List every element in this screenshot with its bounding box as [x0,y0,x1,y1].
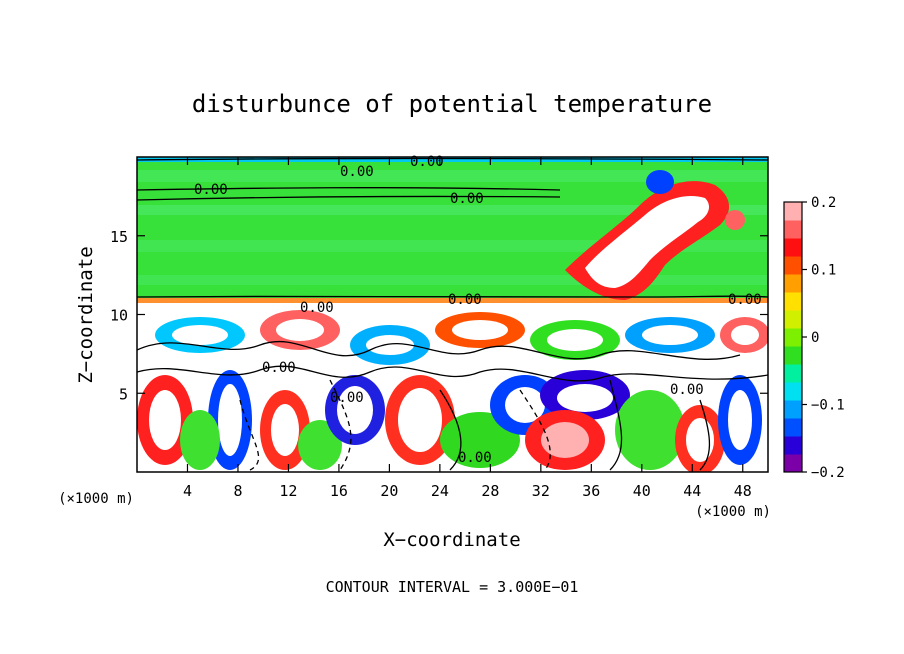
contour-line [137,295,768,298]
z-tick-label: 15 [110,228,128,246]
warm-blob [271,404,299,456]
contour-label: 0.00 [340,164,374,180]
colorbar-swatch [784,400,802,419]
contour-interval-text: CONTOUR INTERVAL = 3.000E−01 [326,578,579,596]
colorbar-swatch [784,256,802,275]
mixing-band [276,319,324,341]
contour-line [137,365,768,382]
contour-label: 0.00 [262,360,296,376]
green-blob [615,390,685,470]
warm-blob [686,418,714,462]
contour-lines [137,157,768,471]
colorbar-swatch [784,274,802,293]
contour-label: 0.00 [450,191,484,207]
upper-intrusion-core [585,195,710,288]
mixing-band [172,325,228,345]
x-tick-label: 8 [233,482,242,500]
warm-blob [149,390,181,450]
plot-area: 0.00 0.00 0.00 0.00 0.00 0.00 0.00 0.00 … [110,154,769,500]
colorbar-tick-label: 0.1 [811,263,836,279]
x-tick-label: 44 [683,482,701,500]
contour-line [137,187,561,191]
cold-blob [218,384,242,456]
contour-label: 0.00 [728,292,762,308]
contour-line [699,399,711,471]
x-tick-label: 24 [431,482,449,500]
colorbar-swatch [784,418,802,437]
contour-line-dashed [519,389,551,471]
x-tick-label: 48 [734,482,752,500]
contour-line [137,340,741,360]
interface-strip [137,298,768,303]
x-tick-label: 32 [532,482,550,500]
upper-intrusion-spot [646,170,674,194]
colorbar-swatch [784,346,802,365]
contour-label: 0.00 [194,182,228,198]
upper-band [137,170,768,182]
temperature-field [137,157,768,472]
cold-blob [557,384,613,412]
colorbar-swatch [784,202,802,221]
colorbar-swatch [784,364,802,383]
z-axis-ticks: 5 10 15 [110,228,768,403]
cold-blob [337,386,373,434]
mixing-band [366,335,414,355]
green-blob [180,410,220,470]
contour-line [439,389,462,471]
x-axis-ticks: 4 8 12 16 20 24 28 32 36 40 44 48 [183,157,752,500]
warm-blob [398,388,442,452]
contour-line-dashed [239,399,260,471]
colorbar-swatch [784,382,802,401]
colorbar: 0.2 0.1 0 −0.1 −0.2 [783,195,845,481]
z-tick-label: 10 [110,307,128,325]
warm-blob [541,422,589,458]
colorbar-tick-label: 0 [811,330,819,346]
colorbar-swatch [784,328,802,347]
contour-label: 0.00 [448,292,482,308]
x-unit-label: (×1000 m) [695,504,771,520]
colorbar-swatch [784,454,802,473]
x-axis-label: X−coordinate [383,529,520,551]
mixing-band [642,325,698,345]
x-tick-label: 36 [582,482,600,500]
mixing-band [547,329,603,351]
contour-line-dashed [329,379,352,471]
upper-band [137,205,768,215]
upper-band [137,275,768,285]
contour-line [609,379,623,471]
top-strip [137,157,768,162]
colorbar-swatch [784,238,802,257]
contour-label: 0.00 [410,154,444,170]
cold-blob [728,390,752,450]
colorbar-swatch [784,220,802,239]
contour-label: 0.00 [670,382,704,398]
x-tick-label: 28 [481,482,499,500]
contour-label: 0.00 [330,390,364,406]
contour-label: 0.00 [300,300,334,316]
green-blob [298,420,342,470]
x-tick-label: 12 [279,482,297,500]
contour-label: 0.00 [458,450,492,466]
colorbar-swatch [784,436,802,455]
x-tick-label: 16 [330,482,348,500]
z-unit-label: (×1000 m) [58,491,134,507]
colorbar-tick-label: −0.1 [811,398,845,414]
colorbar-tick-label: −0.2 [811,465,845,481]
x-tick-label: 40 [633,482,651,500]
mixing-band [731,325,759,345]
colorbar-tick-label: 0.2 [811,195,836,211]
x-tick-label: 20 [380,482,398,500]
chart-title: disturbunce of potential temperature [192,90,712,118]
colorbar-swatch [784,310,802,329]
contour-line [137,157,768,161]
mixing-band [452,320,508,340]
y-axis-label: Z−coordinate [75,246,97,383]
contour-line [137,195,561,201]
z-tick-label: 5 [119,385,128,403]
upper-intrusion-spot [725,210,745,230]
contour-labels: 0.00 0.00 0.00 0.00 0.00 0.00 0.00 0.00 … [194,154,762,466]
x-tick-label: 4 [183,482,192,500]
colorbar-swatch [784,292,802,311]
